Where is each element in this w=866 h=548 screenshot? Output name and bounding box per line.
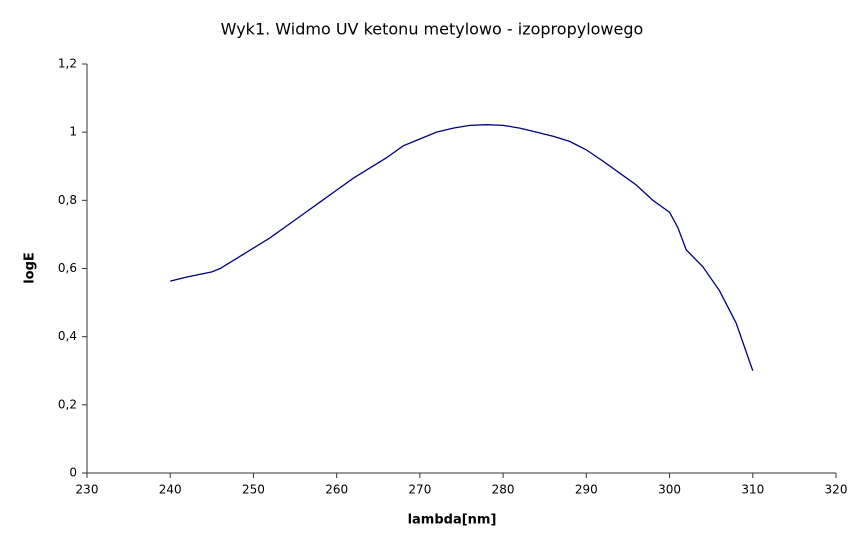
x-axis-title: lambda[nm] <box>408 513 497 528</box>
y-tick-label: 0 <box>69 466 77 480</box>
y-tick-label: 0,4 <box>58 329 77 343</box>
x-tick-label: 320 <box>825 483 848 497</box>
x-tick-label: 270 <box>408 483 431 497</box>
x-tick-label: 290 <box>575 483 598 497</box>
x-tick-label: 300 <box>658 483 681 497</box>
chart-title: Wyk1. Widmo UV ketonu metylowo - izoprop… <box>221 20 644 39</box>
y-tick-label: 1,2 <box>58 57 77 71</box>
y-tick-label: 0,8 <box>58 193 77 207</box>
y-tick-label: 0,6 <box>58 261 77 275</box>
y-tick-label: 0,2 <box>58 397 77 411</box>
x-tick-label: 260 <box>325 483 348 497</box>
y-tick-label: 1 <box>69 125 77 139</box>
x-tick-label: 230 <box>76 483 99 497</box>
data-line <box>170 124 754 371</box>
x-tick-label: 310 <box>741 483 764 497</box>
x-tick-label: 250 <box>242 483 265 497</box>
y-axis-title: logE <box>23 252 38 284</box>
x-tick-label: 280 <box>492 483 515 497</box>
x-tick-label: 240 <box>159 483 182 497</box>
